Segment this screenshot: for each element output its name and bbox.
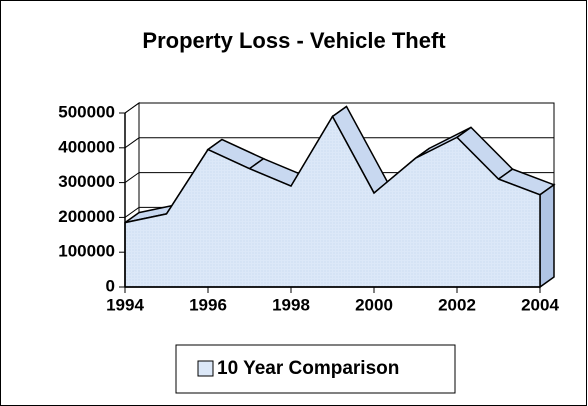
x-tick-label: 1998 <box>272 295 310 314</box>
y-tick-label: 500000 <box>58 102 115 121</box>
grid-line <box>124 137 140 149</box>
x-tick-label: 1994 <box>106 295 144 314</box>
x-tick-label: 2004 <box>521 295 559 314</box>
chart-title: Property Loss - Vehicle Theft <box>142 28 446 53</box>
x-tick-label: 2000 <box>355 295 393 314</box>
y-tick-label: 400000 <box>58 137 115 156</box>
area-side <box>539 183 555 289</box>
grid-line <box>124 102 140 114</box>
grid-line <box>124 206 140 218</box>
area <box>124 114 541 288</box>
x-tick-label: 2002 <box>438 295 476 314</box>
y-tick-label: 300000 <box>58 172 115 191</box>
grid-line <box>124 172 140 184</box>
y-tick-label: 0 <box>106 276 115 295</box>
legend <box>175 344 456 394</box>
y-tick-label: 100000 <box>58 242 115 261</box>
legend-swatch <box>197 360 214 377</box>
legend-label: 10 Year Comparison <box>217 358 399 379</box>
x-tick-label: 1996 <box>189 295 227 314</box>
y-tick-label: 200000 <box>58 207 115 226</box>
